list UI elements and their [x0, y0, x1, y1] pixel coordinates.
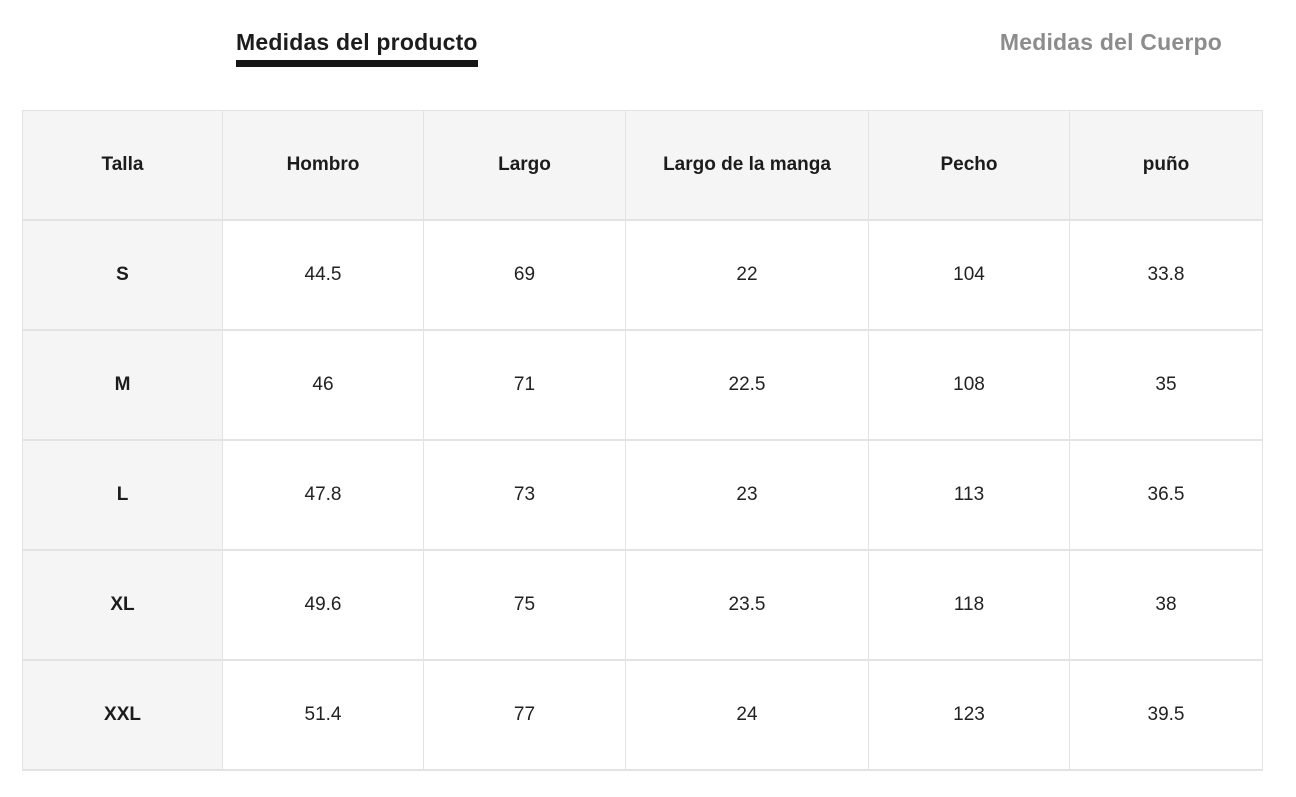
size-row-l: L 47.8 73 23 113 36.5 — [22, 439, 1263, 551]
size-label: XL — [22, 549, 223, 661]
measure-cell: 33.8 — [1069, 219, 1263, 331]
measure-cell: 104 — [868, 219, 1070, 331]
measure-cell: 123 — [868, 659, 1070, 771]
tab-body-measures[interactable]: Medidas del Cuerpo — [999, 29, 1222, 55]
measure-cell: 44.5 — [222, 219, 424, 331]
measure-cell: 36.5 — [1069, 439, 1263, 551]
size-table: Talla Hombro Largo Largo de la manga Pec… — [22, 110, 1263, 771]
measure-cell: 71 — [423, 329, 626, 441]
measure-cell: 73 — [423, 439, 626, 551]
column-header-puno: puño — [1069, 110, 1263, 221]
measure-cell: 24 — [625, 659, 869, 771]
column-header-largo-manga: Largo de la manga — [625, 110, 869, 221]
measure-cell: 113 — [868, 439, 1070, 551]
measure-tab-bar: Medidas del producto Medidas del Cuerpo — [0, 0, 1296, 67]
column-header-largo: Largo — [423, 110, 626, 221]
measure-cell: 51.4 — [222, 659, 424, 771]
header-row: Talla Hombro Largo Largo de la manga Pec… — [22, 110, 1263, 221]
measure-cell: 46 — [222, 329, 424, 441]
column-header-talla: Talla — [22, 110, 223, 221]
size-label: L — [22, 439, 223, 551]
measure-cell: 77 — [423, 659, 626, 771]
size-row-xxl: XXL 51.4 77 24 123 39.5 — [22, 659, 1263, 771]
measure-cell: 35 — [1069, 329, 1263, 441]
measure-cell: 108 — [868, 329, 1070, 441]
measure-cell: 38 — [1069, 549, 1263, 661]
column-header-pecho: Pecho — [868, 110, 1070, 221]
measure-cell: 118 — [868, 549, 1070, 661]
measure-cell: 49.6 — [222, 549, 424, 661]
size-label: S — [22, 219, 223, 331]
size-row-m: M 46 71 22.5 108 35 — [22, 329, 1263, 441]
size-row-s: S 44.5 69 22 104 33.8 — [22, 219, 1263, 331]
tab-product-measures[interactable]: Medidas del producto — [236, 28, 478, 67]
measure-cell: 22.5 — [625, 329, 869, 441]
measure-cell: 75 — [423, 549, 626, 661]
measure-cell: 47.8 — [222, 439, 424, 551]
measure-cell: 23.5 — [625, 549, 869, 661]
measure-cell: 23 — [625, 439, 869, 551]
size-label: M — [22, 329, 223, 441]
measure-cell: 22 — [625, 219, 869, 331]
column-header-hombro: Hombro — [222, 110, 424, 221]
size-table-header: Talla Hombro Largo Largo de la manga Pec… — [22, 110, 1263, 221]
measure-cell: 69 — [423, 219, 626, 331]
size-label: XXL — [22, 659, 223, 771]
measure-cell: 39.5 — [1069, 659, 1263, 771]
size-row-xl: XL 49.6 75 23.5 118 38 — [22, 549, 1263, 661]
size-table-body: S 44.5 69 22 104 33.8 M 46 71 22.5 108 3… — [22, 219, 1263, 771]
